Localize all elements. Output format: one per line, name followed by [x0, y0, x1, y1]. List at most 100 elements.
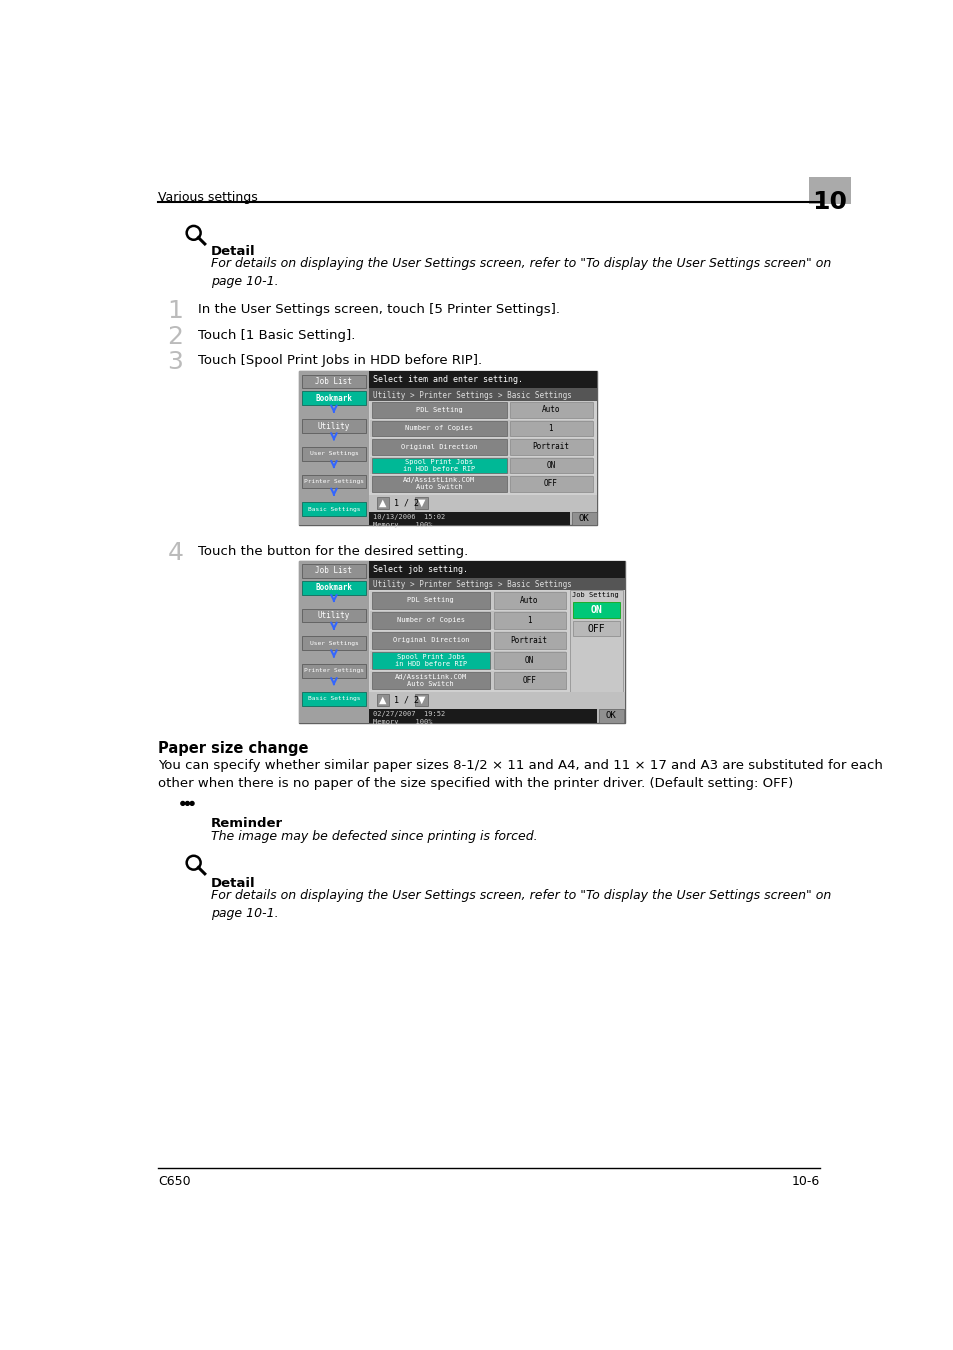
Bar — [376, 497, 389, 509]
Bar — [372, 421, 506, 436]
Text: Spool Print Jobs
in HDD before RIP: Spool Print Jobs in HDD before RIP — [403, 459, 475, 472]
Bar — [372, 477, 506, 491]
Circle shape — [185, 802, 190, 806]
Text: 1: 1 — [548, 424, 553, 433]
Text: Portrait: Portrait — [532, 443, 569, 451]
Text: Original Direction: Original Direction — [400, 444, 477, 450]
Bar — [573, 621, 619, 636]
Bar — [808, 177, 850, 204]
Bar — [370, 420, 592, 437]
Bar — [509, 439, 592, 455]
Text: Auto: Auto — [519, 595, 537, 605]
Circle shape — [190, 802, 193, 806]
Bar — [369, 590, 624, 691]
Bar — [509, 477, 592, 491]
Text: OFF: OFF — [587, 624, 605, 633]
Text: Touch the button for the desired setting.: Touch the button for the desired setting… — [198, 544, 468, 558]
Bar — [370, 456, 592, 474]
Text: Printer Settings: Printer Settings — [304, 479, 363, 485]
Bar — [369, 709, 597, 722]
Text: For details on displaying the User Settings screen, refer to "To display the Use: For details on displaying the User Setti… — [211, 888, 830, 919]
Text: ▲: ▲ — [378, 498, 386, 508]
Text: ON: ON — [590, 605, 602, 616]
Text: Number of Copies: Number of Copies — [405, 425, 473, 432]
Text: Detail: Detail — [211, 876, 255, 890]
Bar — [369, 389, 597, 401]
Text: Job Setting: Job Setting — [571, 593, 618, 598]
Bar — [372, 612, 490, 629]
Text: 10-6: 10-6 — [791, 1176, 819, 1188]
Bar — [302, 502, 365, 516]
Text: Utility: Utility — [317, 612, 350, 620]
Bar — [302, 580, 365, 595]
Bar — [372, 652, 490, 668]
Text: Job List: Job List — [315, 377, 352, 386]
Text: Portrait: Portrait — [510, 636, 547, 645]
Bar — [376, 694, 389, 706]
Text: Ad/AssistLink.COM
Auto Switch: Ad/AssistLink.COM Auto Switch — [395, 674, 466, 687]
Text: Various settings: Various settings — [158, 192, 257, 204]
Text: ▼: ▼ — [417, 695, 425, 705]
Text: Basic Settings: Basic Settings — [308, 697, 360, 701]
Bar — [369, 371, 597, 389]
Text: 1 / 2: 1 / 2 — [394, 498, 418, 508]
Bar — [302, 447, 365, 460]
Bar — [370, 651, 565, 670]
Text: Number of Copies: Number of Copies — [396, 617, 464, 624]
Text: Utility: Utility — [317, 421, 350, 431]
Text: Bookmark: Bookmark — [315, 583, 352, 593]
Bar — [509, 458, 592, 472]
Bar — [509, 402, 592, 417]
Text: Paper size change: Paper size change — [158, 741, 308, 756]
Bar — [370, 612, 565, 629]
Text: PDL Setting: PDL Setting — [407, 597, 454, 603]
Text: Auto: Auto — [541, 405, 559, 414]
Text: Job List: Job List — [315, 567, 352, 575]
Text: Select job setting.: Select job setting. — [373, 564, 468, 574]
Text: PDL Setting: PDL Setting — [416, 406, 462, 413]
Bar — [570, 590, 622, 691]
Text: Printer Settings: Printer Settings — [304, 668, 363, 674]
Bar — [493, 612, 565, 629]
Bar — [370, 671, 565, 690]
Text: OK: OK — [578, 514, 589, 522]
Text: Spool Print Jobs
in HDD before RIP: Spool Print Jobs in HDD before RIP — [395, 653, 466, 667]
Bar — [369, 560, 624, 578]
Text: Detail: Detail — [211, 246, 255, 258]
Text: 2: 2 — [167, 325, 183, 350]
Text: 1: 1 — [167, 300, 183, 323]
Bar — [302, 664, 365, 678]
Bar — [370, 401, 592, 418]
Text: For details on displaying the User Settings screen, refer to "To display the Use: For details on displaying the User Setti… — [211, 258, 830, 289]
Bar — [493, 652, 565, 668]
Bar — [493, 632, 565, 648]
Text: Reminder: Reminder — [211, 817, 282, 829]
Bar — [372, 402, 506, 417]
Bar — [372, 439, 506, 455]
Bar — [302, 392, 365, 405]
Text: 1 / 2: 1 / 2 — [394, 695, 418, 705]
Bar — [372, 591, 490, 609]
Text: ON: ON — [546, 460, 555, 470]
Text: User Settings: User Settings — [309, 641, 358, 645]
Bar — [298, 371, 369, 525]
Text: ON: ON — [524, 656, 534, 664]
Bar — [415, 497, 427, 509]
Bar — [302, 691, 365, 706]
Text: The image may be defected since printing is forced.: The image may be defected since printing… — [211, 830, 537, 844]
Text: In the User Settings screen, touch [5 Printer Settings].: In the User Settings screen, touch [5 Pr… — [198, 302, 559, 316]
Bar — [372, 672, 490, 688]
Text: 10/13/2006  15:02
Memory    100%: 10/13/2006 15:02 Memory 100% — [373, 514, 444, 528]
Text: Original Direction: Original Direction — [392, 637, 469, 643]
Bar — [369, 401, 597, 494]
Bar — [493, 591, 565, 609]
Bar — [298, 371, 597, 525]
Circle shape — [181, 802, 185, 806]
Bar — [370, 439, 592, 455]
Text: 3: 3 — [167, 350, 183, 374]
Bar — [370, 475, 592, 493]
Bar — [372, 632, 490, 648]
Bar — [302, 475, 365, 489]
Bar — [372, 458, 506, 472]
Text: Utility > Printer Settings > Basic Settings: Utility > Printer Settings > Basic Setti… — [373, 390, 572, 400]
